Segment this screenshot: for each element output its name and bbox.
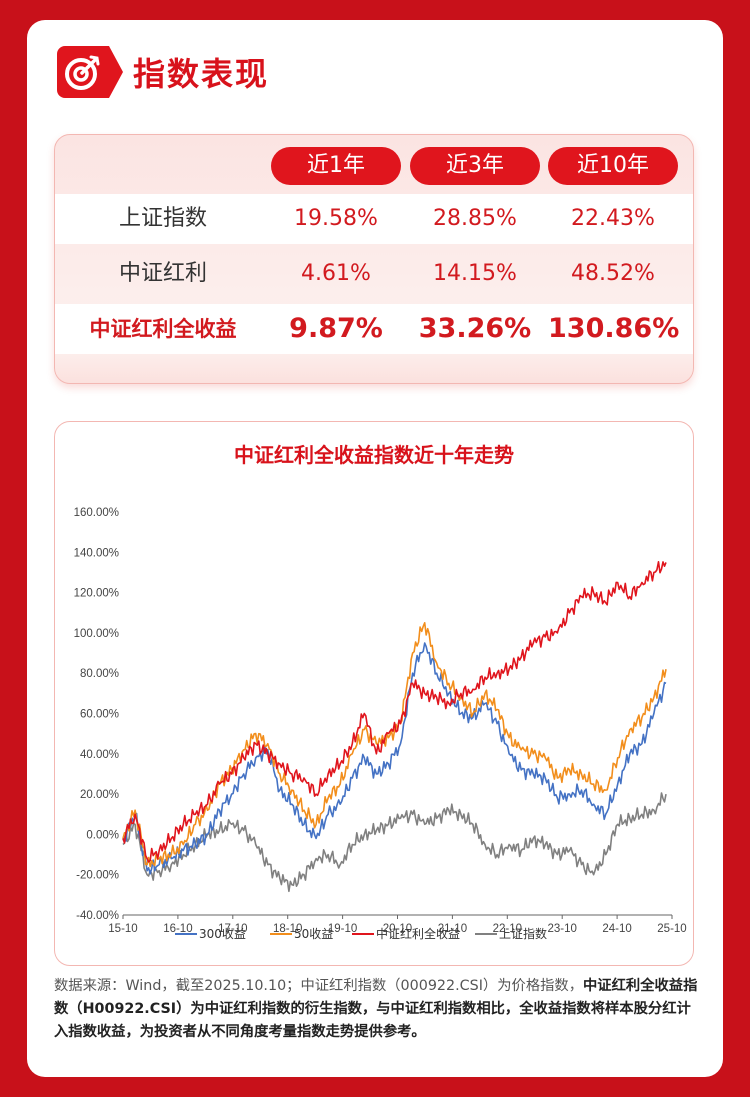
row-value: 19.58% [294, 206, 378, 231]
period-1y: 近1年 [271, 147, 401, 185]
legend-label: 上证指数 [499, 926, 547, 941]
row-label: 上证指数 [118, 206, 207, 231]
x-tick-label: 20-10 [383, 923, 412, 935]
row-value: 22.43% [571, 206, 655, 231]
row-value: 9.87% [289, 313, 383, 344]
content-card: 指数表现 近1年 近3年 近10年 上证指数 19.58% 28.85% 22.… [27, 20, 723, 1077]
y-tick-label: 100.00% [74, 628, 119, 640]
x-tick-label: 19-10 [328, 923, 357, 935]
period-3y: 近3年 [410, 147, 540, 185]
y-tick-label: 80.00% [80, 668, 119, 680]
x-tick-label: 18-10 [273, 923, 302, 935]
x-tick-label: 25-10 [657, 923, 686, 935]
row-value: 130.86% [548, 313, 680, 344]
footnote: 数据来源：Wind，截至2025.10.10；中证红利指数（000922.CSI… [54, 975, 704, 1044]
x-tick-label: 23-10 [547, 923, 576, 935]
section-header: 指数表现 [57, 44, 269, 100]
x-tick-label: 22-10 [493, 923, 522, 935]
chart-panel: 中证红利全收益指数近十年走势 160.00% 140.00% 120.00% 100.… [54, 421, 694, 966]
series-line [122, 561, 667, 863]
line-chart: 160.00% 140.00% 120.00% 100.00% 80.00% 60.00%… [74, 507, 687, 941]
series-line [122, 642, 667, 875]
y-tick-label: -40.00% [76, 910, 119, 922]
x-tick-label: 17-10 [218, 923, 247, 935]
x-tick-label: 15-10 [108, 923, 137, 935]
row-label: 中证红利 [118, 261, 207, 286]
footnote-explanation: 中证红利全收益指数（H00922.CSI）为中证红利指数的衍生指数，与中证红利指… [54, 978, 698, 1040]
row-value: 33.26% [418, 313, 532, 344]
y-tick-label: 40.00% [80, 749, 119, 761]
y-tick-label: 120.00% [74, 588, 119, 600]
chart-title: 中证红利全收益指数近十年走势 [234, 443, 514, 467]
legend-label: 中证红利全收益 [376, 926, 460, 941]
logo-tail [109, 46, 123, 98]
x-tick-label: 24-10 [602, 923, 631, 935]
legend-label: 50收益 [294, 927, 333, 941]
table-row: 中证红利 4.61% 14.15% 48.52% [55, 249, 693, 299]
target-icon [57, 46, 109, 98]
row-value: 14.15% [433, 261, 517, 286]
row-value: 48.52% [571, 261, 655, 286]
period-10y: 近10年 [548, 147, 678, 185]
series-line [122, 622, 667, 868]
y-tick-label: -20.00% [76, 870, 119, 882]
table-row: 上证指数 19.58% 28.85% 22.43% [55, 194, 693, 244]
legend-label: 300收益 [199, 927, 246, 941]
x-tick-label: 21-10 [438, 923, 467, 935]
footnote-source: 数据来源：Wind，截至2025.10.10；中证红利指数（000922.CSI… [54, 978, 584, 994]
y-tick-label: 0.00% [86, 829, 119, 841]
y-tick-label: 140.00% [74, 547, 119, 559]
y-tick-label: 160.00% [74, 507, 119, 519]
page-title: 指数表现 [133, 55, 270, 93]
row-label: 中证红利全收益 [89, 317, 237, 341]
y-tick-label: 60.00% [80, 709, 119, 721]
x-tick-label: 16-10 [163, 923, 192, 935]
row-value: 28.85% [433, 206, 517, 231]
row-value: 4.61% [301, 261, 371, 286]
y-tick-label: 20.00% [80, 789, 119, 801]
table-row-highlight: 中证红利全收益 9.87% 33.26% 130.86% [55, 304, 693, 354]
performance-table: 近1年 近3年 近10年 上证指数 19.58% 28.85% 22.43% 中… [54, 134, 694, 384]
